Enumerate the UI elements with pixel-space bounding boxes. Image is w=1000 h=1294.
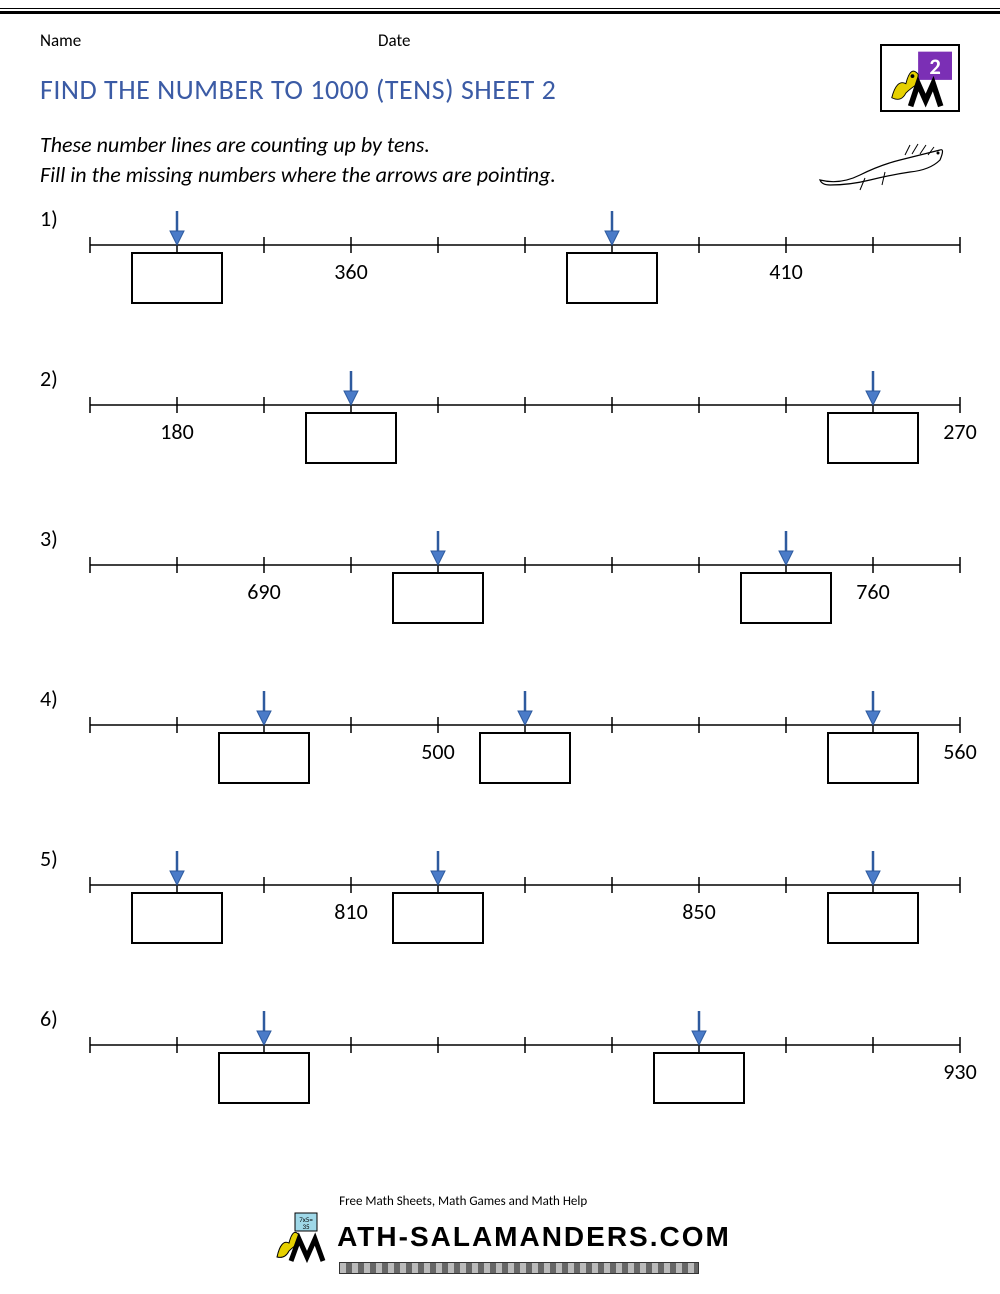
arrow-icon xyxy=(257,1011,271,1045)
answer-box[interactable] xyxy=(219,733,309,783)
salamander-logo-icon: 7x5= 35 xyxy=(269,1209,329,1264)
top-rule xyxy=(0,8,1000,14)
tick-label: 180 xyxy=(160,418,193,445)
number-line: 360 410 xyxy=(90,205,960,365)
name-label: Name xyxy=(40,30,81,51)
arrow-icon xyxy=(866,851,880,885)
svg-text:2: 2 xyxy=(929,54,940,81)
tick-label: 810 xyxy=(334,898,367,925)
problem: 5) 810 850 xyxy=(40,845,960,1005)
number-line: 500560 xyxy=(90,685,960,845)
salamander-icon xyxy=(810,130,960,200)
arrow-icon xyxy=(170,851,184,885)
problem: 6) 930 xyxy=(40,1005,960,1165)
arrow-icon xyxy=(344,371,358,405)
arrow-icon xyxy=(170,211,184,245)
arrow-icon xyxy=(692,1011,706,1045)
answer-box[interactable] xyxy=(828,733,918,783)
footer: Free Math Sheets, Math Games and Math He… xyxy=(0,1194,1000,1274)
tick-label: 560 xyxy=(943,738,976,765)
problem-number: 1) xyxy=(40,205,58,232)
number-line: 930 xyxy=(90,1005,960,1165)
problem-number: 4) xyxy=(40,685,58,712)
problem: 2) 180270 xyxy=(40,365,960,525)
arrow-icon xyxy=(431,531,445,565)
arrow-icon xyxy=(866,691,880,725)
tick-label: 500 xyxy=(421,738,454,765)
answer-box[interactable] xyxy=(219,1053,309,1103)
tick-label: 690 xyxy=(247,578,280,605)
problems-container: 1) 360 410 2) 180270 3) 690 760 4) 500560 5) 810 850… xyxy=(40,205,960,1165)
tick-label: 760 xyxy=(856,578,889,605)
answer-box[interactable] xyxy=(132,893,222,943)
number-line: 180270 xyxy=(90,365,960,525)
answer-box[interactable] xyxy=(654,1053,744,1103)
arrow-icon xyxy=(257,691,271,725)
arrow-icon xyxy=(518,691,532,725)
problem-number: 5) xyxy=(40,845,58,872)
instructions: These number lines are counting up by te… xyxy=(40,130,800,189)
answer-box[interactable] xyxy=(828,413,918,463)
answer-box[interactable] xyxy=(741,573,831,623)
footer-brand: ATH-SALAMANDERS.COM xyxy=(337,1221,731,1253)
number-line: 690 760 xyxy=(90,525,960,685)
tick-label: 270 xyxy=(943,418,976,445)
answer-box[interactable] xyxy=(480,733,570,783)
date-label: Date xyxy=(378,30,410,51)
footer-banner xyxy=(339,1262,699,1274)
arrow-icon xyxy=(779,531,793,565)
problem: 1) 360 410 xyxy=(40,205,960,365)
footer-logo: 7x5= 35 ATH-SALAMANDERS.COM xyxy=(269,1209,731,1264)
answer-box[interactable] xyxy=(393,893,483,943)
answer-box[interactable] xyxy=(828,893,918,943)
problem-number: 6) xyxy=(40,1005,58,1032)
problem-number: 2) xyxy=(40,365,58,392)
number-line: 810 850 xyxy=(90,845,960,1005)
tick-label: 410 xyxy=(769,258,802,285)
worksheet-page: Name Date FIND THE NUMBER TO 1000 (TENS)… xyxy=(0,0,1000,1294)
tick-label: 360 xyxy=(334,258,367,285)
instruction-line-2: Fill in the missing numbers where the ar… xyxy=(40,160,800,190)
answer-box[interactable] xyxy=(567,253,657,303)
answer-box[interactable] xyxy=(393,573,483,623)
problem: 4) 500560 xyxy=(40,685,960,845)
page-title: FIND THE NUMBER TO 1000 (TENS) SHEET 2 xyxy=(40,72,556,107)
svg-text:35: 35 xyxy=(303,1222,311,1231)
footer-tagline: Free Math Sheets, Math Games and Math He… xyxy=(339,1194,731,1209)
arrow-icon xyxy=(605,211,619,245)
arrow-icon xyxy=(866,371,880,405)
instruction-line-1: These number lines are counting up by te… xyxy=(40,130,800,160)
problem-number: 3) xyxy=(40,525,58,552)
answer-box[interactable] xyxy=(132,253,222,303)
problem: 3) 690 760 xyxy=(40,525,960,685)
arrow-icon xyxy=(431,851,445,885)
answer-box[interactable] xyxy=(306,413,396,463)
tick-label: 850 xyxy=(682,898,715,925)
grade-badge: 2 xyxy=(880,44,960,112)
tick-label: 930 xyxy=(943,1058,976,1085)
